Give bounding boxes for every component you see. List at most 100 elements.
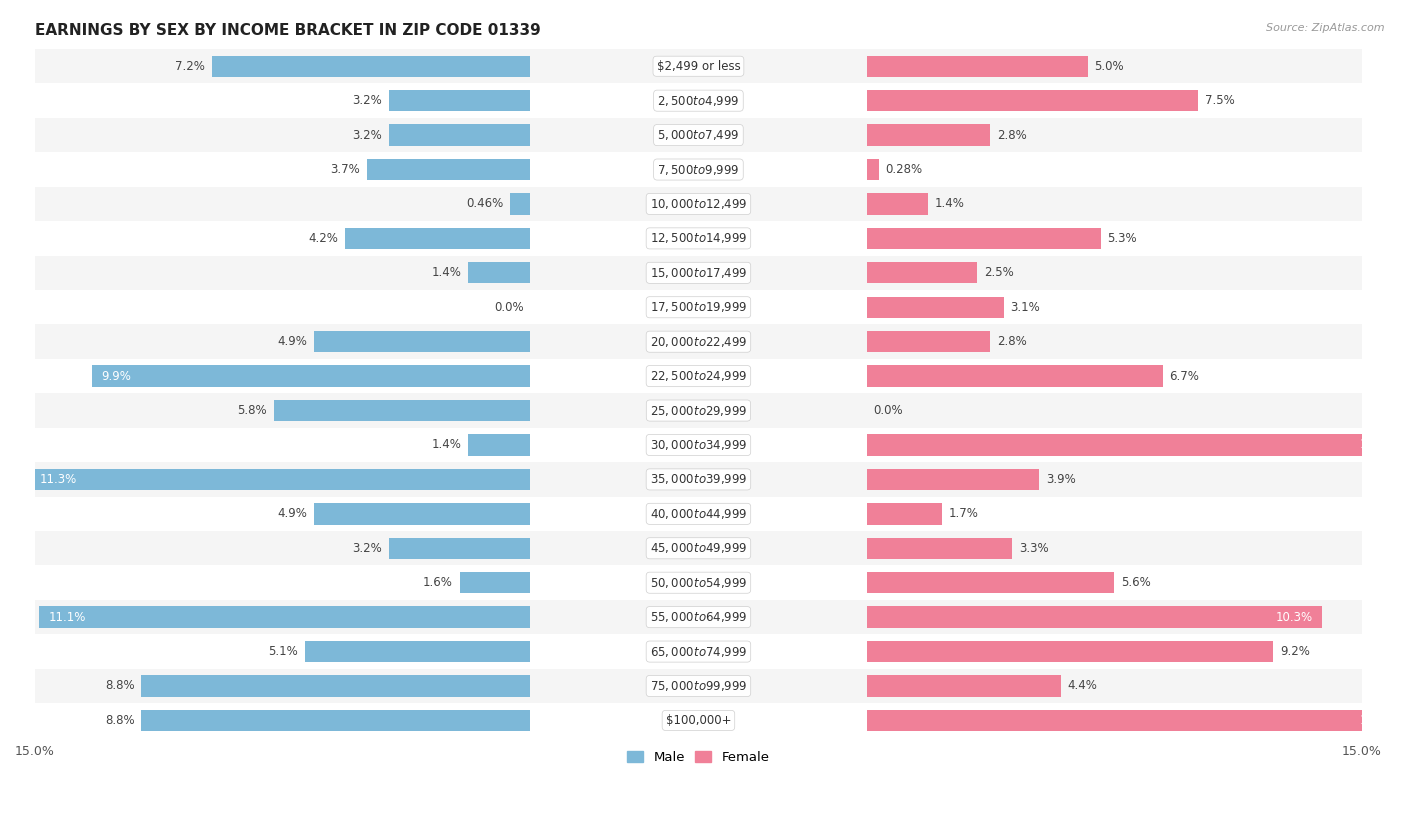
Text: 5.6%: 5.6%: [1121, 576, 1150, 589]
Bar: [866, 90, 1198, 111]
Text: 3.3%: 3.3%: [1019, 541, 1049, 554]
Text: $22,500 to $24,999: $22,500 to $24,999: [650, 369, 747, 383]
Bar: [141, 710, 530, 731]
Text: 9.2%: 9.2%: [1279, 645, 1310, 658]
Bar: [35, 634, 1362, 669]
Bar: [866, 365, 1163, 387]
Bar: [35, 531, 1362, 566]
Text: 3.2%: 3.2%: [353, 541, 382, 554]
Text: 0.28%: 0.28%: [886, 163, 922, 176]
Bar: [866, 262, 977, 284]
Text: 3.7%: 3.7%: [330, 163, 360, 176]
Bar: [35, 152, 1362, 187]
Text: $100,000+: $100,000+: [665, 714, 731, 727]
Text: 1.4%: 1.4%: [432, 267, 461, 280]
Text: $17,500 to $19,999: $17,500 to $19,999: [650, 300, 747, 315]
Text: 0.46%: 0.46%: [467, 198, 503, 211]
Text: 3.9%: 3.9%: [1046, 473, 1076, 486]
Bar: [866, 676, 1062, 697]
Text: 10.3%: 10.3%: [1277, 611, 1313, 624]
Text: $12,500 to $14,999: $12,500 to $14,999: [650, 232, 747, 246]
Text: $15,000 to $17,499: $15,000 to $17,499: [650, 266, 747, 280]
Text: $45,000 to $49,999: $45,000 to $49,999: [650, 541, 747, 555]
Text: $55,000 to $64,999: $55,000 to $64,999: [650, 610, 747, 624]
Bar: [367, 159, 530, 180]
Text: $30,000 to $34,999: $30,000 to $34,999: [650, 438, 747, 452]
Text: $50,000 to $54,999: $50,000 to $54,999: [650, 576, 747, 589]
Bar: [866, 55, 1088, 77]
Text: 12.2%: 12.2%: [1360, 714, 1398, 727]
Bar: [274, 400, 530, 421]
Bar: [344, 228, 530, 249]
Bar: [468, 434, 530, 455]
Text: 2.5%: 2.5%: [984, 267, 1014, 280]
Text: 8.8%: 8.8%: [105, 680, 135, 693]
Text: $2,499 or less: $2,499 or less: [657, 59, 741, 72]
Text: 4.9%: 4.9%: [277, 335, 307, 348]
Bar: [866, 124, 990, 146]
Bar: [35, 428, 1362, 463]
Text: 2.8%: 2.8%: [997, 335, 1026, 348]
Text: $35,000 to $39,999: $35,000 to $39,999: [650, 472, 747, 486]
Bar: [35, 359, 1362, 393]
Bar: [212, 55, 530, 77]
Bar: [314, 503, 530, 524]
Bar: [389, 124, 530, 146]
Bar: [866, 503, 942, 524]
Text: 2.8%: 2.8%: [997, 128, 1026, 141]
Bar: [866, 606, 1322, 628]
Bar: [389, 90, 530, 111]
Text: 6.7%: 6.7%: [1170, 370, 1199, 383]
Bar: [35, 255, 1362, 290]
Text: 7.2%: 7.2%: [176, 59, 205, 72]
Bar: [866, 331, 990, 352]
Text: $65,000 to $74,999: $65,000 to $74,999: [650, 645, 747, 659]
Bar: [35, 600, 1362, 634]
Text: 5.1%: 5.1%: [269, 645, 298, 658]
Text: 4.4%: 4.4%: [1067, 680, 1098, 693]
Bar: [866, 159, 879, 180]
Bar: [35, 49, 1362, 84]
Bar: [866, 193, 928, 215]
Bar: [510, 193, 530, 215]
Text: 4.2%: 4.2%: [308, 232, 337, 245]
Text: 4.9%: 4.9%: [277, 507, 307, 520]
Legend: Male, Female: Male, Female: [621, 746, 775, 769]
Text: 1.6%: 1.6%: [423, 576, 453, 589]
Bar: [141, 676, 530, 697]
Text: $75,000 to $99,999: $75,000 to $99,999: [650, 679, 747, 693]
Bar: [866, 641, 1274, 663]
Bar: [35, 324, 1362, 359]
Bar: [35, 221, 1362, 255]
Text: 3.2%: 3.2%: [353, 128, 382, 141]
Bar: [866, 228, 1101, 249]
Bar: [468, 262, 530, 284]
Bar: [866, 572, 1114, 593]
Bar: [866, 537, 1012, 559]
Bar: [866, 710, 1406, 731]
Bar: [35, 84, 1362, 118]
Text: 3.2%: 3.2%: [353, 94, 382, 107]
Text: 9.9%: 9.9%: [101, 370, 131, 383]
Text: 1.4%: 1.4%: [432, 438, 461, 451]
Bar: [35, 118, 1362, 152]
Bar: [389, 537, 530, 559]
Text: Source: ZipAtlas.com: Source: ZipAtlas.com: [1267, 23, 1385, 33]
Text: 8.8%: 8.8%: [105, 714, 135, 727]
Bar: [31, 469, 530, 490]
Text: 5.3%: 5.3%: [1108, 232, 1137, 245]
Bar: [35, 187, 1362, 221]
Text: 5.0%: 5.0%: [1094, 59, 1123, 72]
Text: $2,500 to $4,999: $2,500 to $4,999: [657, 93, 740, 107]
Bar: [35, 669, 1362, 703]
Bar: [35, 290, 1362, 324]
Text: $40,000 to $44,999: $40,000 to $44,999: [650, 506, 747, 521]
Bar: [460, 572, 530, 593]
Text: 3.1%: 3.1%: [1011, 301, 1040, 314]
Text: 1.4%: 1.4%: [935, 198, 965, 211]
Bar: [305, 641, 530, 663]
Bar: [35, 393, 1362, 428]
Bar: [35, 703, 1362, 737]
Text: 11.3%: 11.3%: [39, 473, 76, 486]
Text: $10,000 to $12,499: $10,000 to $12,499: [650, 197, 747, 211]
